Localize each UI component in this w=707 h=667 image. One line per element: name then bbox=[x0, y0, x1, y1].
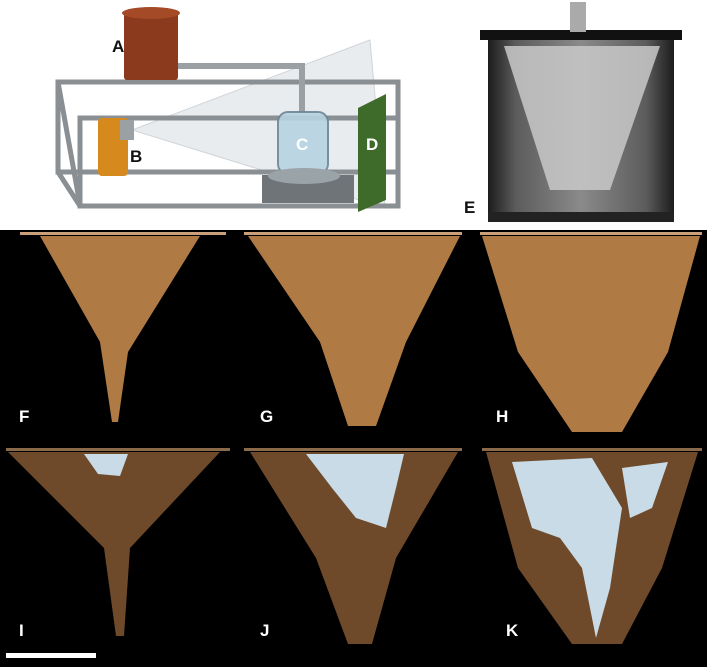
label-E: E bbox=[464, 198, 476, 217]
water-phase-J bbox=[306, 454, 404, 528]
sediment-cone-G bbox=[244, 232, 462, 426]
label-D: D bbox=[366, 135, 379, 154]
water-phase-I bbox=[84, 454, 128, 476]
water-reservoir bbox=[124, 12, 178, 80]
panel-K: K bbox=[472, 448, 707, 648]
plume-shadow bbox=[504, 46, 660, 190]
sediment-cone-J bbox=[244, 448, 462, 644]
apparatus-drawing bbox=[55, 7, 401, 212]
label-A: A bbox=[112, 37, 125, 56]
panel-G: G bbox=[236, 232, 472, 442]
panel-I: I bbox=[0, 448, 236, 648]
label-H: H bbox=[496, 407, 509, 426]
sediment-cone-H bbox=[480, 232, 702, 432]
panel-H: H bbox=[472, 232, 707, 442]
label-B: B bbox=[130, 147, 143, 166]
label-C: C bbox=[296, 135, 309, 154]
panel-F: F bbox=[0, 232, 236, 442]
sediment-cone-K bbox=[482, 448, 702, 644]
label-K: K bbox=[506, 621, 519, 640]
apparatus-schematic: A B C D bbox=[40, 0, 420, 222]
label-J: J bbox=[260, 621, 270, 640]
label-I: I bbox=[19, 621, 24, 640]
panel-J: J bbox=[236, 448, 472, 648]
radiograph-image bbox=[480, 2, 682, 222]
scale-bar bbox=[6, 653, 96, 658]
sediment-cone-F bbox=[20, 232, 226, 422]
radiograph-panel: E bbox=[464, 0, 690, 228]
label-G: G bbox=[260, 407, 274, 426]
feed-pipe bbox=[178, 63, 305, 112]
water-phase-K bbox=[512, 458, 622, 638]
steel-frame bbox=[55, 79, 401, 209]
sediment-cone-I bbox=[6, 448, 230, 636]
label-F: F bbox=[19, 407, 30, 426]
detector-plate bbox=[358, 94, 386, 212]
